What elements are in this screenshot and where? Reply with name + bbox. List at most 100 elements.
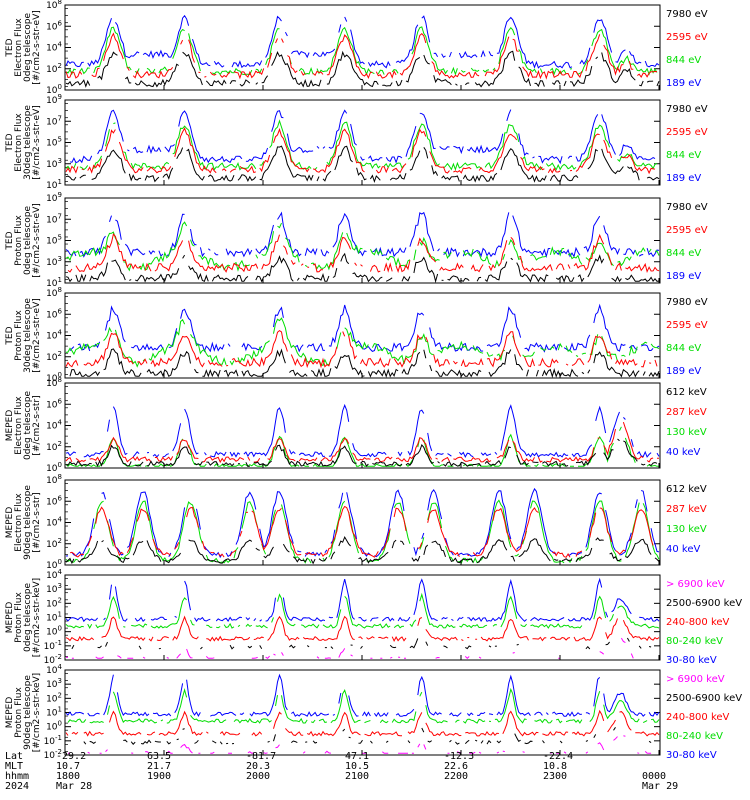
legend-entry: 189 eV [666,78,701,89]
series-line [67,233,660,273]
series-240-800-kev [65,709,660,737]
y-axis-label-line: Electron Flux [14,396,24,455]
x-tick-lat: -81.7 [246,751,276,762]
panel-6: 100 102 104 106 108 MEPED Electron Flux 90deg t… [5,473,707,571]
panel-frame [64,574,661,661]
legend-entry: 7980 eV [666,9,708,20]
legend-entry: 844 eV [666,343,701,354]
y-tick-label: 104 [46,329,62,342]
panel-frame [64,99,661,186]
legend-entry: 40 keV [666,544,700,555]
y-axis-label-line: Electron Flux [14,113,24,172]
series-2595-ev [65,32,658,80]
y-axis-label-line: 90deg telescope [23,485,33,560]
y-tick-label: 101 [46,178,62,191]
legend-entry: 287 keV [666,407,707,418]
y-tick-label: 107 [46,212,62,225]
series-line [65,26,658,76]
y-axis-label-line: MEPED [5,697,15,729]
legend-entry: 80-240 keV [666,731,723,742]
y-tick-label: 108 [46,0,62,11]
y-axis-label-line: 30deg telescope [23,105,33,180]
y-tick-label: 100 [46,461,62,474]
series-189-ev [69,303,660,353]
legend-entry: > 6900 keV [666,674,725,685]
series-7980-ev [65,145,660,184]
x-tick-hhmm: 2000 [246,771,270,782]
x-tick-lat: 47.1 [345,751,369,762]
x-tick-hhmm: 2200 [444,771,468,782]
y-tick-label: 106 [46,19,62,32]
legend-entry: 189 eV [666,173,701,184]
legend-entry: 7980 eV [666,297,708,308]
legend-entry: 130 keV [666,524,707,535]
y-tick-label: 10-2 [44,653,62,666]
y-tick-label: 104 [46,568,62,581]
y-tick-label: 103 [46,255,62,268]
y-axis-label-line: 0deg telescope [23,13,33,83]
y-axis-label-line: [#/cm2-s-str-keV] [32,673,42,752]
series-line [65,709,660,737]
y-axis-label-line: Proton Flux [14,310,24,361]
y-tick-label: 106 [46,307,62,320]
y-tick-label: 109 [46,191,62,204]
y-tick-label: 100 [46,720,62,733]
legend-entry: 844 eV [666,55,701,66]
series-line [65,421,660,464]
y-tick-label: 10-1 [44,734,62,747]
y-axis-label-line: MEPED [5,410,15,442]
series-line [65,14,660,69]
legend-entry: > 6900 keV [666,579,725,590]
y-tick-label: 100 [46,371,62,384]
series-line [65,221,660,272]
legend-entry: 2595 eV [666,320,708,331]
y-tick-label: 102 [46,350,62,363]
y-tick-label: 104 [46,419,62,432]
series-line [65,577,660,623]
y-axis-label-line: Proton Flux [14,687,24,738]
y-axis-label: TED Electron Flux 30deg telescope [#/cm2-s-… [5,105,42,180]
y-tick-label: 104 [46,663,62,676]
y-tick-label: 102 [46,537,62,550]
y-axis-label-line: [#/cm2-s-str-eV] [32,105,42,180]
x-tick-date: Mar 28 [56,781,92,792]
series-189-ev [69,109,656,165]
series-612-kev [65,438,658,468]
y-axis-label: TED Electron Flux 0deg telescope [#/cm2-s-s… [5,10,42,85]
x-axis-row-label: Lat [5,751,23,762]
y-tick-label: 101 [46,611,62,624]
y-axis-label-line: 0deg telescope [23,391,33,461]
legend-entry: 189 eV [666,366,701,377]
y-axis-label: MEPED Electron Flux 90deg telescope [#/cm2-… [5,485,42,560]
x-tick-mlt: 20.3 [246,761,270,772]
legend-entry: 7980 eV [666,202,708,213]
x-tick-hhmm: 1800 [56,771,80,782]
legend-entry: 2595 eV [666,225,708,236]
y-axis-label-line: 0deg telescope [23,583,33,653]
series-line [65,32,658,80]
series-40-kev [65,487,660,559]
y-axis-label-line: Proton Flux [14,592,24,643]
y-tick-label: 103 [46,582,62,595]
x-axis-row-label: 2024 [5,781,29,792]
y-tick-label: 102 [46,62,62,75]
panel-2: 101 103 105 107 109 TED Electron Flux 30deg tel… [5,93,708,191]
y-tick-label: 108 [46,473,62,486]
y-tick-label: 107 [46,114,62,127]
y-axis-label: MEPED Proton Flux 90deg telescope [#/cm2-s-… [5,673,42,752]
series-2595-ev [65,329,658,369]
series-line [65,673,660,718]
x-tick-hhmm: 2100 [345,771,369,782]
x-axis-row-label: hhmm [5,771,29,782]
x-tick-hhmm: 0000 [642,771,666,782]
series-line [83,727,652,745]
series-844-ev [65,221,660,272]
y-axis-label-line: 30deg telescope [23,298,33,373]
legend-entry: 844 eV [666,150,701,161]
y-tick-label: 103 [46,157,62,170]
legend-entry: 2595 eV [666,127,708,138]
y-tick-label: 108 [46,286,62,299]
series-line [67,687,660,724]
legend-entry: 240-800 keV [666,712,730,723]
